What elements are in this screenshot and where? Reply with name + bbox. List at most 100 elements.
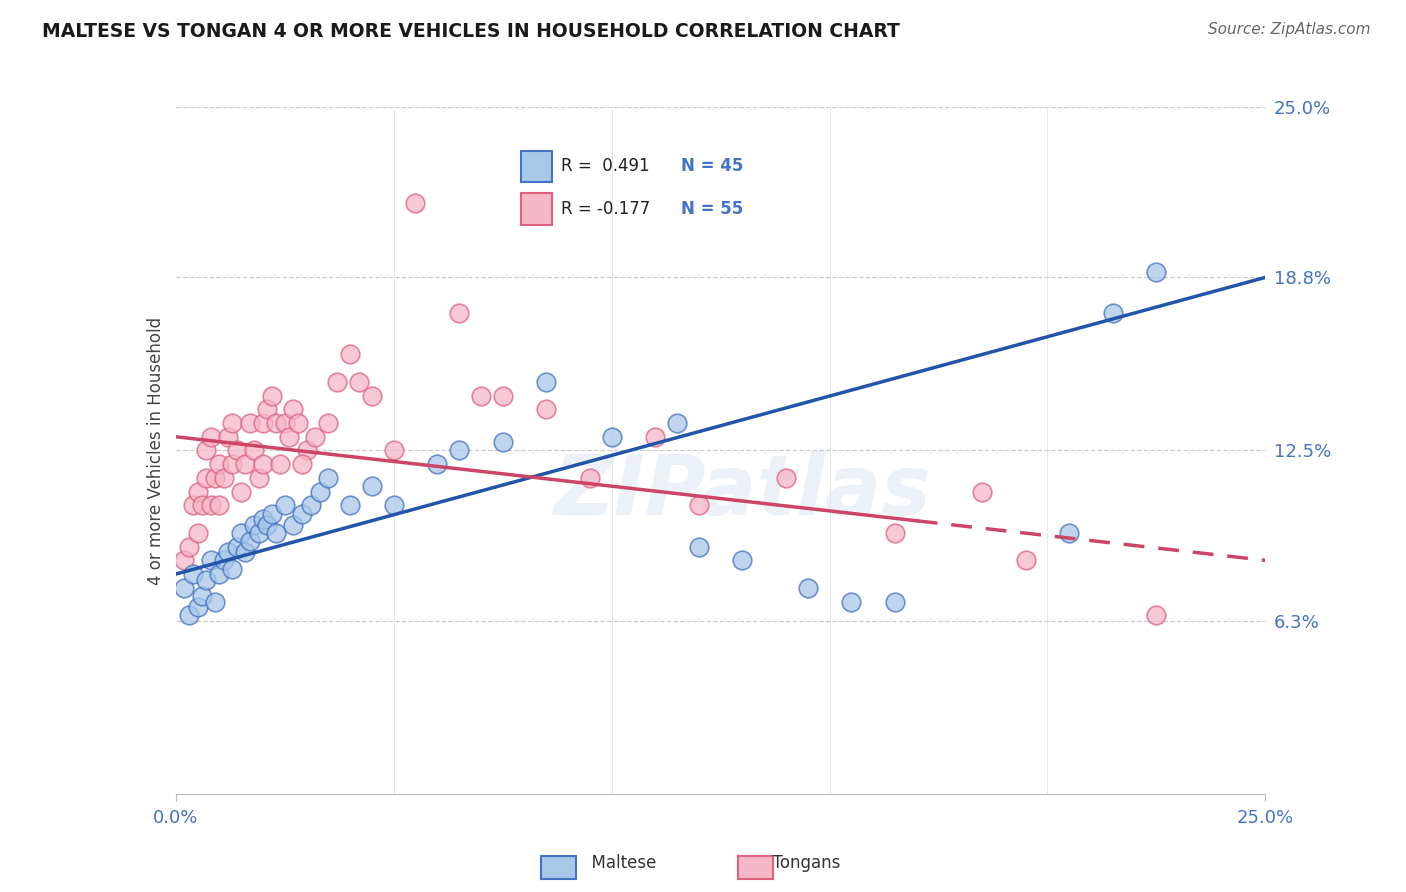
Point [492,435,515,450]
Text: R = -0.177: R = -0.177 [561,200,651,218]
Point [200,499,222,513]
Point [447,306,470,320]
Point [195,573,218,587]
Point [1102,306,1125,320]
Point [426,457,449,471]
Point [200,553,222,567]
Point [225,443,247,458]
Point [256,517,278,532]
Point [534,375,557,389]
Point [221,561,243,575]
Bar [520,151,553,182]
Point [347,375,370,389]
Text: N = 55: N = 55 [682,200,744,218]
Point [283,517,305,532]
Point [264,525,287,540]
Text: Tongans: Tongans [762,855,841,872]
Point [208,457,231,471]
Point [688,499,710,513]
Point [841,594,863,608]
Point [1059,525,1081,540]
Point [688,540,710,554]
Point [339,347,361,361]
Point [797,581,820,595]
Point [579,471,602,485]
Point [287,416,309,430]
Point [600,430,623,444]
Point [644,430,666,444]
Point [304,430,326,444]
Point [884,594,907,608]
Point [252,512,274,526]
Point [204,471,226,485]
Text: Maltese: Maltese [581,855,657,872]
Point [208,499,231,513]
Point [231,525,253,540]
Point [260,507,283,521]
Point [243,443,266,458]
Point [972,484,994,499]
Point [1015,553,1038,567]
Point [173,581,195,595]
Point [235,545,257,559]
Point [212,471,235,485]
Text: MALTESE VS TONGAN 4 OR MORE VEHICLES IN HOUSEHOLD CORRELATION CHART: MALTESE VS TONGAN 4 OR MORE VEHICLES IN … [42,22,900,41]
Point [470,388,492,402]
Point [239,534,262,549]
Point [256,402,278,417]
Point [278,430,301,444]
Point [447,443,470,458]
Text: Source: ZipAtlas.com: Source: ZipAtlas.com [1208,22,1371,37]
Point [339,499,361,513]
Point [492,388,515,402]
Y-axis label: 4 or more Vehicles in Household: 4 or more Vehicles in Household [146,317,165,584]
Point [177,608,200,623]
Point [534,402,557,417]
Point [318,416,340,430]
Point [217,545,239,559]
Point [235,457,257,471]
Point [361,479,384,493]
Point [212,553,235,567]
Point [173,553,195,567]
Point [191,499,214,513]
Point [186,600,209,615]
Point [361,388,384,402]
Point [1146,608,1168,623]
Point [291,457,314,471]
Point [191,589,214,603]
Point [221,457,243,471]
Point [177,540,200,554]
Point [181,567,204,582]
Point [1146,265,1168,279]
Point [231,484,253,499]
Point [283,402,305,417]
Text: R =  0.491: R = 0.491 [561,157,650,176]
Point [181,499,204,513]
Point [274,499,297,513]
Point [204,594,226,608]
Point [308,484,330,499]
Point [269,457,291,471]
Point [208,567,231,582]
Point [382,443,405,458]
Point [775,471,797,485]
Point [186,484,209,499]
Point [295,443,318,458]
Point [225,540,247,554]
Point [318,471,340,485]
Point [200,430,222,444]
Point [291,507,314,521]
Point [264,416,287,430]
Point [382,499,405,513]
Point [274,416,297,430]
Point [195,471,218,485]
Point [252,416,274,430]
Point [217,430,239,444]
Point [326,375,349,389]
Point [260,388,283,402]
Point [186,525,209,540]
Point [666,416,689,430]
Point [247,525,270,540]
Point [405,196,427,211]
